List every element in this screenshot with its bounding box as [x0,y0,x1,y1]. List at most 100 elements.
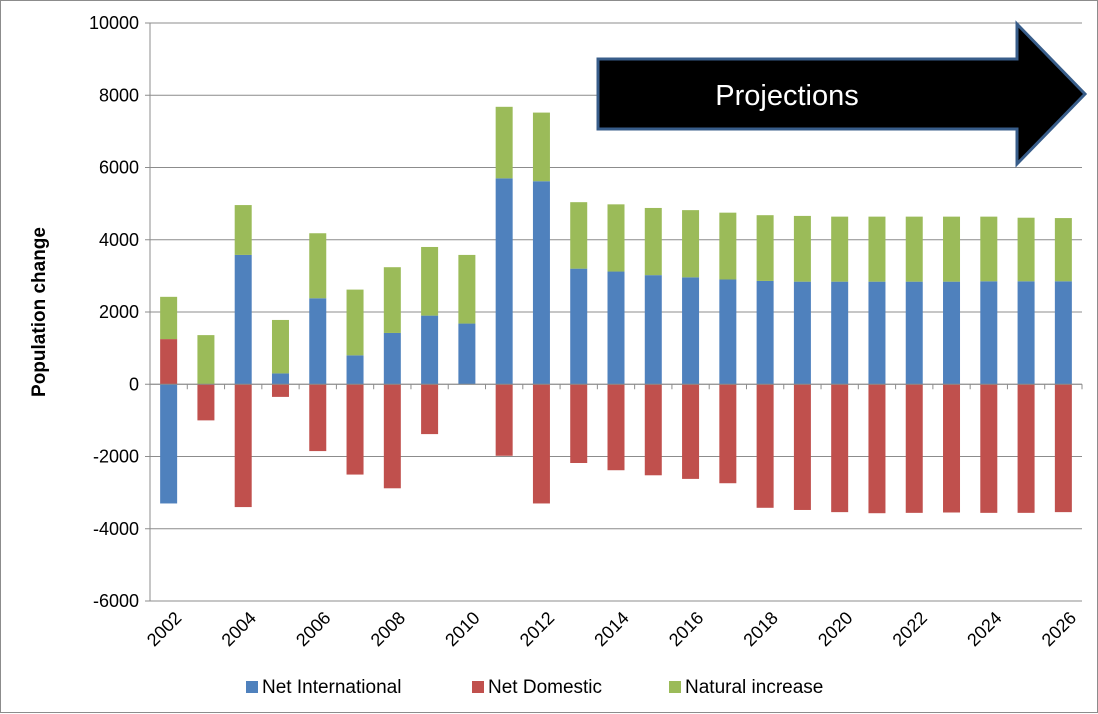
bar-natural-increase-2022 [906,217,923,282]
bar-net-international-2026 [1055,281,1072,384]
bar-natural-increase-2020 [831,217,848,282]
y-tick-label: 0 [129,374,139,394]
legend-swatch [246,681,258,693]
x-tick-label: 2016 [665,608,707,650]
bar-natural-increase-2007 [347,290,364,356]
bar-natural-increase-2010 [458,255,475,324]
bar-net-international-2010 [458,324,475,385]
bar-net-domestic-2015 [645,384,662,475]
bar-natural-increase-2011 [496,107,513,179]
bar-net-domestic-2026 [1055,384,1072,512]
x-tick-label: 2022 [889,608,931,650]
bar-net-domestic-2008 [384,384,401,488]
bar-net-domestic-2002 [160,339,177,384]
bar-net-domestic-2005 [272,384,289,397]
bar-net-international-2017 [719,279,736,384]
y-tick-label: 10000 [89,13,139,33]
x-tick-label: 2010 [441,608,483,650]
bar-net-international-2006 [309,298,326,384]
bar-net-domestic-2019 [794,384,811,510]
x-tick-label: 2024 [963,608,1005,650]
bar-net-domestic-2012 [533,384,550,503]
bar-natural-increase-2006 [309,233,326,298]
bar-net-international-2025 [1018,281,1035,384]
legend-label: Net Domestic [488,677,602,698]
bar-net-domestic-2023 [943,384,960,512]
bar-natural-increase-2014 [608,204,625,271]
x-tick-label: 2002 [143,608,185,650]
x-tick-label: 2006 [292,608,334,650]
y-axis-label: Population change [29,227,50,397]
bar-natural-increase-2003 [197,335,214,384]
bar-natural-increase-2002 [160,297,177,339]
bar-natural-increase-2026 [1055,218,1072,281]
bar-net-domestic-2009 [421,384,438,434]
bar-natural-increase-2024 [980,217,997,282]
bar-net-international-2002 [160,384,177,503]
bar-net-international-2020 [831,282,848,385]
x-tick-label: 2026 [1038,608,1080,650]
bar-net-domestic-2003 [197,384,214,420]
bar-net-domestic-2006 [309,384,326,451]
bar-net-domestic-2011 [496,384,513,456]
x-tick-label: 2020 [814,608,856,650]
x-tick-label: 2008 [367,608,409,650]
x-tick-label: 2004 [218,608,260,650]
legend-label: Net International [262,677,401,698]
y-tick-label: -4000 [93,519,139,539]
bar-natural-increase-2021 [868,217,885,282]
bar-net-international-2004 [235,255,252,384]
bar-net-domestic-2022 [906,384,923,513]
bar-net-international-2024 [980,281,997,384]
bar-natural-increase-2008 [384,267,401,333]
bar-net-domestic-2025 [1018,384,1035,513]
bar-net-domestic-2021 [868,384,885,513]
bar-net-international-2018 [757,281,774,384]
bar-natural-increase-2015 [645,208,662,275]
bar-net-international-2005 [272,373,289,384]
bar-net-international-2012 [533,181,550,384]
x-tick-labels: 2002 2004 2006 2008 2010 2012 2014 2016 2018 2020… [143,608,1080,650]
x-tick-label: 2018 [739,608,781,650]
bar-natural-increase-2009 [421,247,438,316]
bar-net-domestic-2014 [608,384,625,470]
bar-net-international-2015 [645,275,662,384]
bar-net-international-2011 [496,178,513,384]
y-tick-label: 2000 [99,302,139,322]
y-tick-label: 6000 [99,158,139,178]
x-tick-label: 2012 [516,608,558,650]
bar-net-domestic-2013 [570,384,587,463]
y-tick-label: 8000 [99,85,139,105]
legend-swatch [472,681,484,693]
projections-arrow: Projections [598,24,1085,164]
projections-label: Projections [715,80,858,112]
bar-net-international-2022 [906,282,923,385]
bar-net-international-2019 [794,282,811,385]
bar-natural-increase-2018 [757,215,774,281]
bar-net-international-2016 [682,277,699,384]
bar-net-international-2014 [608,272,625,385]
bar-net-international-2013 [570,269,587,385]
bar-net-domestic-2007 [347,384,364,474]
y-tick-label: -2000 [93,447,139,467]
bar-net-domestic-2020 [831,384,848,512]
bar-net-domestic-2016 [682,384,699,479]
bar-natural-increase-2016 [682,210,699,277]
legend-swatch [669,681,681,693]
bar-natural-increase-2023 [943,217,960,282]
legend: Net International Net Domestic Natural inc… [246,677,823,698]
bar-natural-increase-2017 [719,213,736,280]
bar-net-domestic-2017 [719,384,736,483]
x-tick-label: 2014 [590,608,632,650]
bar-net-international-2007 [347,355,364,384]
bar-natural-increase-2025 [1018,218,1035,282]
bar-natural-increase-2019 [794,216,811,282]
bar-natural-increase-2005 [272,320,289,373]
legend-label: Natural increase [685,677,823,698]
bar-net-domestic-2024 [980,384,997,513]
bar-natural-increase-2012 [533,113,550,182]
bar-net-domestic-2018 [757,384,774,508]
y-tick-label: -6000 [93,591,139,611]
